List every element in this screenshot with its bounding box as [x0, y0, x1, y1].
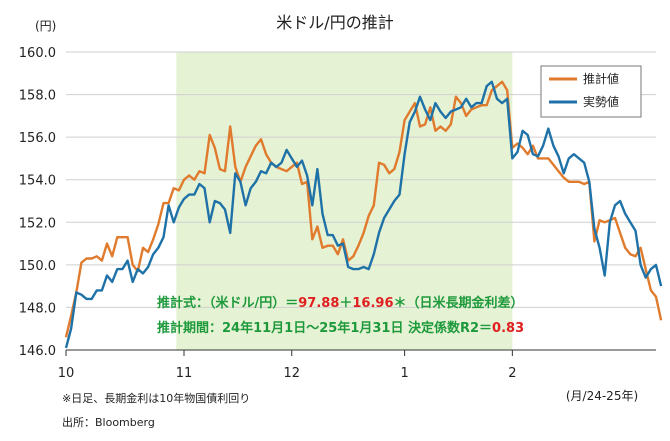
x-tick-label: 12	[283, 366, 300, 381]
y-unit-label: (円)	[35, 19, 56, 33]
note-source: 出所：Bloomberg	[62, 415, 155, 429]
legend-box	[540, 65, 642, 118]
formula-suffix: ＊（日米長期金利差）	[394, 295, 524, 311]
r2-value: 0.83	[492, 321, 524, 336]
x-tick-label: 11	[176, 366, 193, 381]
x-tick-label: 1	[400, 366, 408, 381]
period-annotation: 推計期間：24年11月1日～25年1月31日 決定係数R2＝0.83	[157, 320, 524, 336]
y-tick-label: 160.0	[19, 46, 56, 61]
note-daily: ※日足、長期金利は10年物国債利回り	[62, 391, 250, 405]
period-text: 推計期間：24年11月1日～25年1月31日 決定係数R2＝	[157, 320, 492, 336]
x-axis-ticks: 10 11 12 1 2	[58, 350, 516, 381]
chart-title: 米ドル/円の推計	[276, 13, 393, 32]
x-unit-label: (月/24-25年)	[566, 389, 638, 403]
y-tick-label: 148.0	[19, 301, 56, 316]
formula-slope: 16.96	[352, 296, 393, 311]
series-group	[64, 80, 663, 349]
x-tick-label: 2	[508, 366, 516, 381]
x-tick-label: 10	[58, 366, 75, 381]
y-tick-label: 146.0	[19, 344, 56, 359]
y-tick-label: 150.0	[19, 259, 56, 274]
y-tick-label: 156.0	[19, 131, 56, 146]
y-tick-label: 152.0	[19, 216, 56, 231]
estimate-series-line	[64, 80, 663, 338]
legend-label-estimate: 推計値	[583, 71, 619, 86]
y-tick-label: 158.0	[19, 89, 56, 104]
formula-intercept: 97.88	[298, 296, 339, 311]
legend: 推計値 実勢値	[540, 65, 642, 118]
y-tick-label: 154.0	[19, 174, 56, 189]
formula-plus: ＋	[339, 296, 352, 311]
formula-annotation: 推計式：（米ドル/円）＝97.88＋16.96＊（日米長期金利差）	[157, 295, 524, 311]
actual-series-line	[64, 80, 663, 349]
y-axis-ticks: 146.0 148.0 150.0 152.0 154.0 156.0 158.0 160.0	[19, 46, 56, 359]
formula-prefix: 推計式：（米ドル/円）＝	[157, 295, 298, 311]
legend-label-actual: 実勢値	[583, 94, 619, 109]
